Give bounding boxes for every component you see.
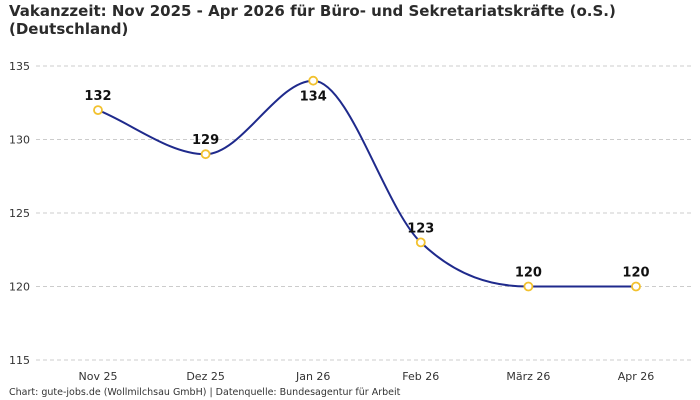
chart-title-line-1: Vakanzzeit: Nov 2025 - Apr 2026 für Büro… xyxy=(9,2,616,20)
x-tick-label-3: Feb 26 xyxy=(402,370,439,383)
x-tick-label-0: Nov 25 xyxy=(79,370,118,383)
data-label-4: 120 xyxy=(515,266,542,281)
grid-lines xyxy=(36,65,692,361)
y-tick-label-135: 135 xyxy=(9,60,30,73)
data-point-3 xyxy=(415,237,426,248)
y-tick-label-125: 125 xyxy=(9,207,30,220)
data-label-2: 134 xyxy=(300,90,327,105)
chart-title: Vakanzzeit: Nov 2025 - Apr 2026 für Büro… xyxy=(9,2,689,38)
data-label-0: 132 xyxy=(84,89,111,104)
data-point-4 xyxy=(523,281,534,292)
x-tick-label-4: März 26 xyxy=(506,370,550,383)
data-point-5 xyxy=(631,281,641,292)
chart-source-footer: Chart: gute-jobs.de (Wollmilchsau GmbH) … xyxy=(9,387,401,398)
y-tick-label-130: 130 xyxy=(9,134,30,147)
x-tick-label-1: Dez 25 xyxy=(186,370,225,383)
data-label-3: 123 xyxy=(407,221,434,236)
data-label-5: 120 xyxy=(622,266,649,281)
x-tick-label-5: Apr 26 xyxy=(618,370,655,383)
data-labels: 132 129 134 123 120 120 xyxy=(84,89,649,280)
y-tick-label-120: 120 xyxy=(9,281,30,294)
y-axis-tick-labels: 115 120 125 130 135 xyxy=(9,60,30,367)
data-point-markers xyxy=(93,75,641,292)
y-tick-label-115: 115 xyxy=(9,354,30,367)
series-line xyxy=(97,79,636,288)
x-tick-label-2: Jan 26 xyxy=(295,370,330,383)
x-axis-tick-labels: Nov 25 Dez 25 Jan 26 Feb 26 März 26 Apr 26 xyxy=(79,370,655,383)
data-point-0 xyxy=(93,105,103,115)
data-point-2 xyxy=(308,75,319,86)
series-line-group xyxy=(97,79,636,288)
chart-title-line-2: (Deutschland) xyxy=(9,20,129,38)
data-label-1: 129 xyxy=(192,133,219,148)
data-point-1 xyxy=(200,149,211,160)
